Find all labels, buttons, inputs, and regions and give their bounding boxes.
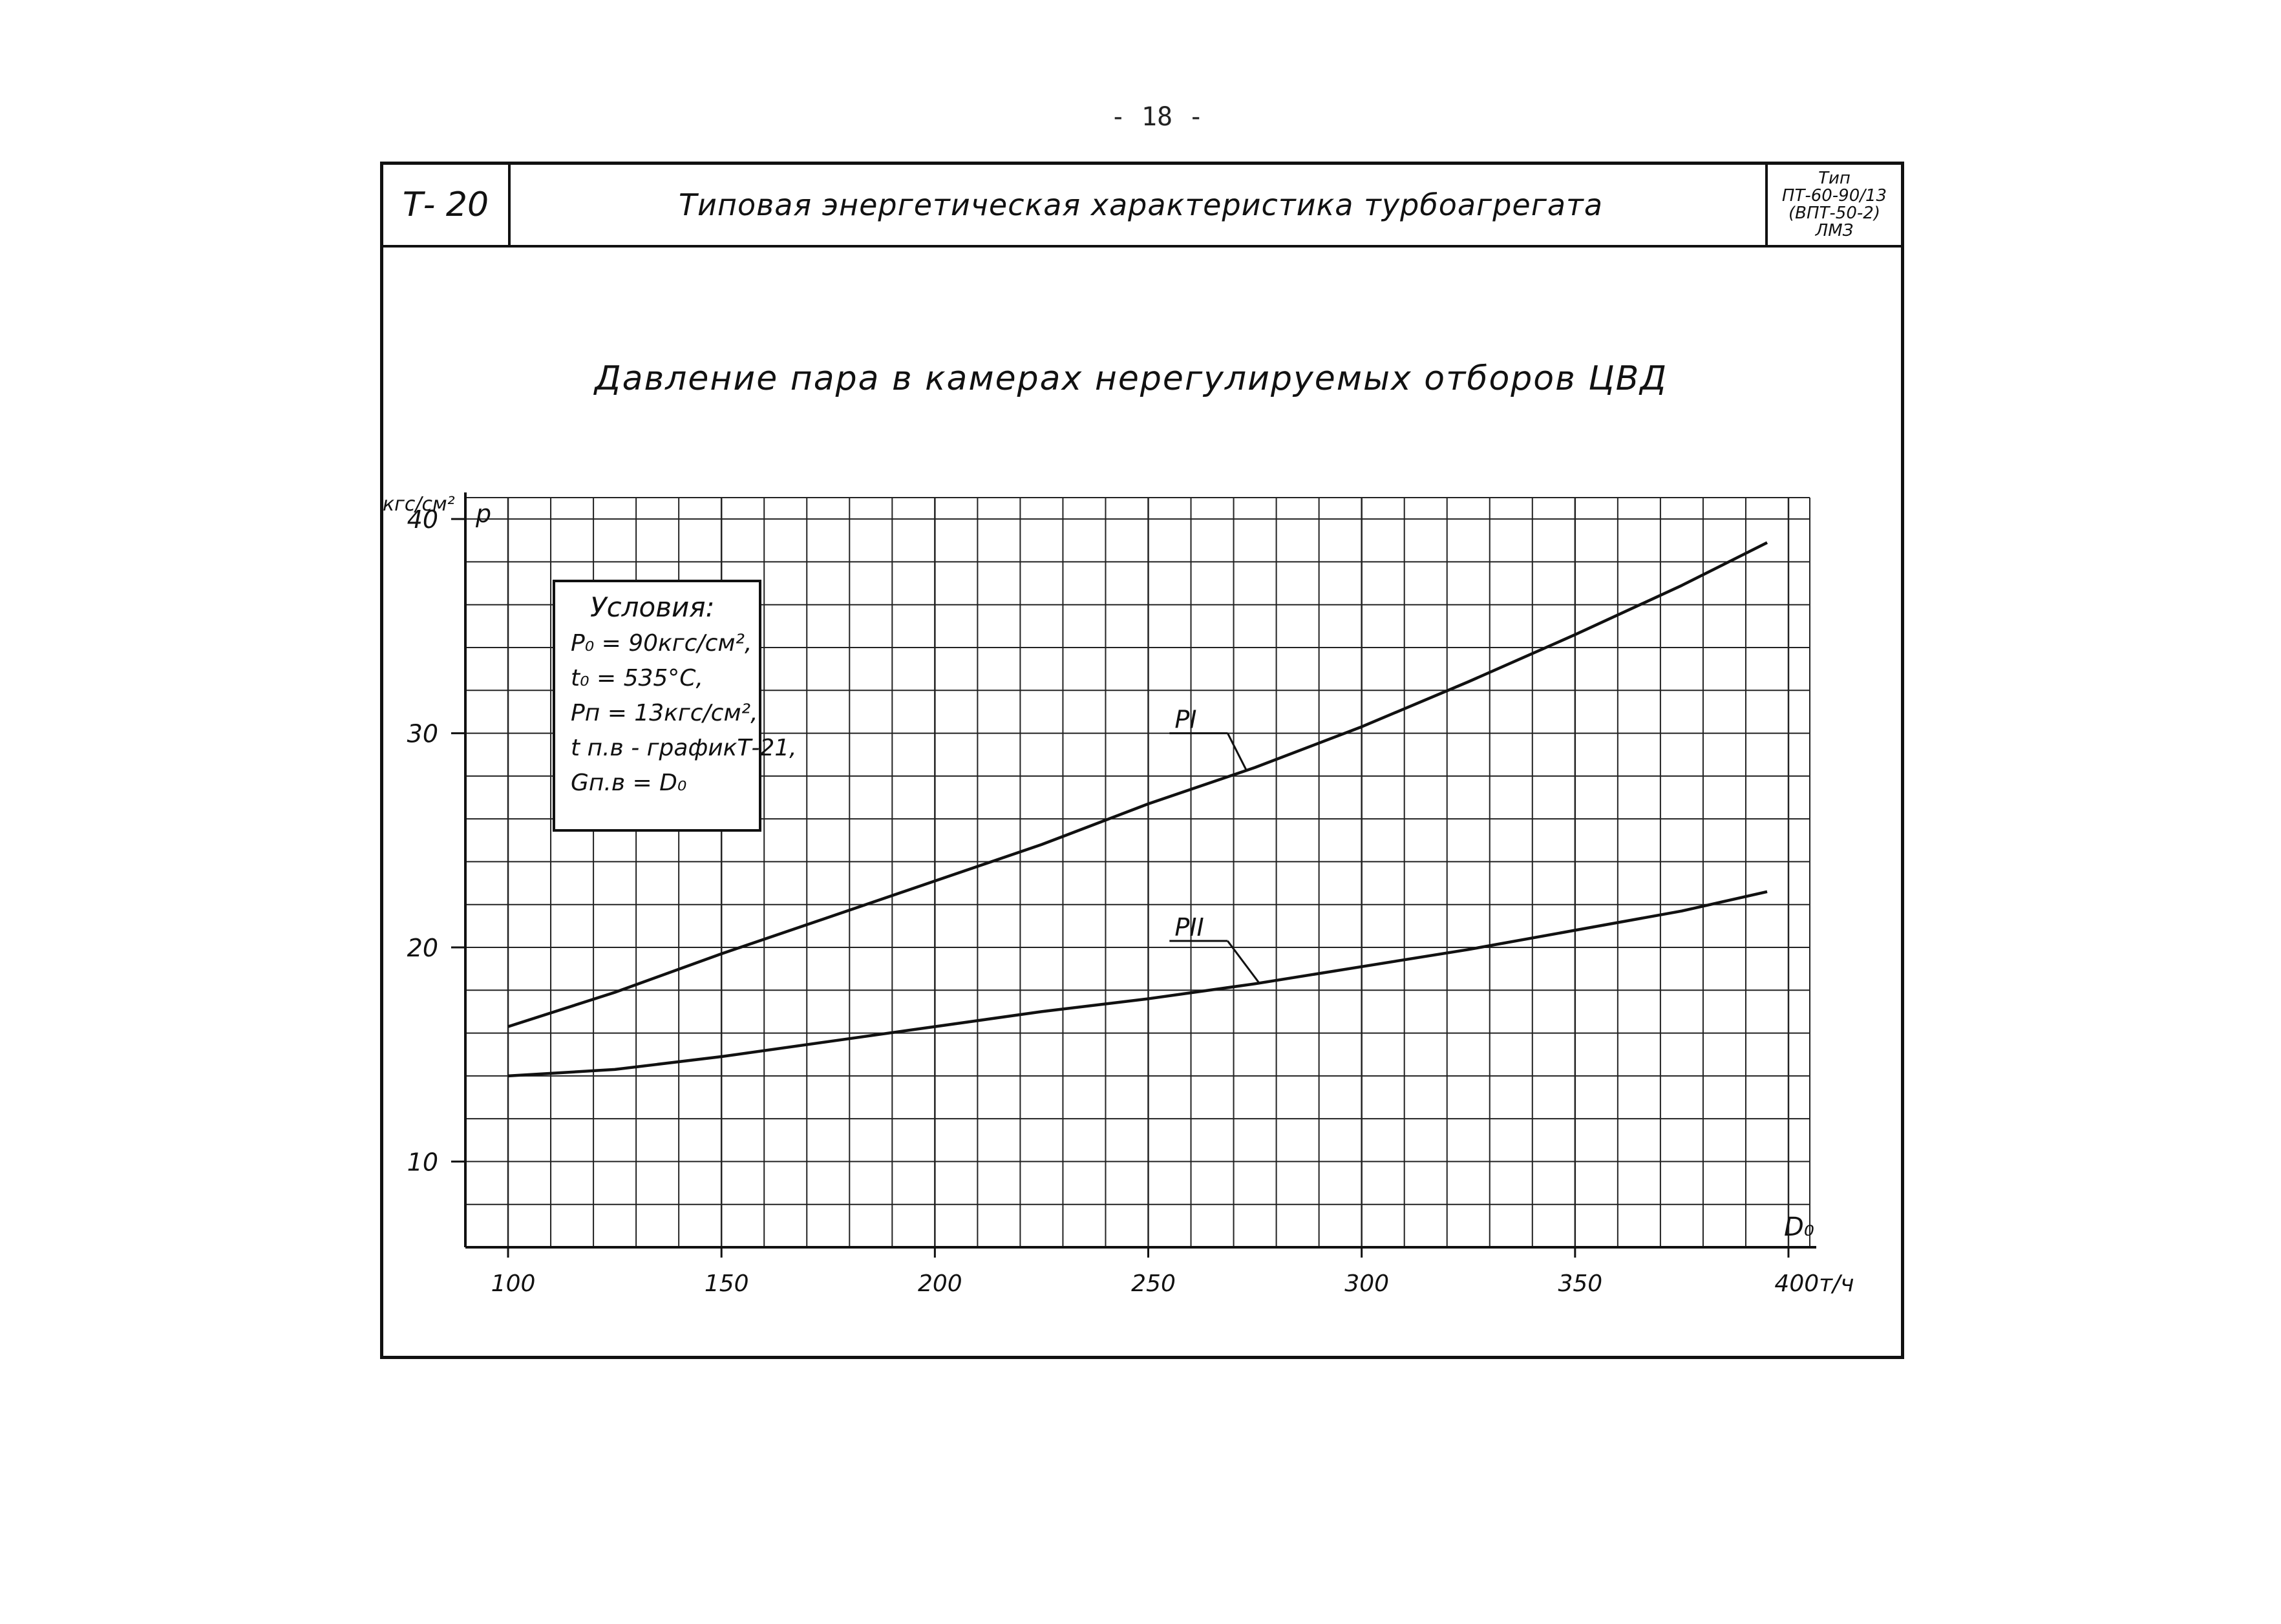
y-tick-label: 10 [407,1148,438,1176]
x-tick-label: 150 [705,1271,749,1297]
y-tick-label: 40 [407,505,438,534]
chart-labels: 10 20 30 40 100 150 200 250 300 350 400т/ч р кгс/см²… [383,493,1854,1297]
x-tick-label: 100 [491,1271,536,1297]
conditions-title: Условия: [590,591,715,623]
type-line: ПТ-60-90/13 [1781,186,1887,206]
condition-line: P₀ = 90кгс/см², [571,630,752,657]
condition-line: t п.в - графикТ-21, [571,735,797,761]
x-tick-label: 250 [1131,1271,1176,1297]
chart-series [507,541,1768,1078]
condition-line: Gп.в = D₀ [571,770,687,796]
x-tick-label: 200 [918,1271,962,1297]
x-tick-label: 350 [1558,1271,1602,1297]
condition-line: Pп = 13кгс/см², [571,700,758,726]
conditions-box: Условия: P₀ = 90кгс/см², t₀ = 535°С, Pп … [553,580,797,832]
chart-axes [451,492,1816,1258]
leader-line [1226,732,1247,771]
title-block: Т- 20 Типовая энергетическая характерист… [383,165,1901,248]
drawing-sheet: Т- 20 Типовая энергетическая характерист… [380,162,1904,1359]
leader-line [1227,940,1260,984]
x-tick-label: 400т/ч [1774,1271,1854,1297]
condition-line: t₀ = 535°С, [571,665,703,691]
page-number: - 18 - [1110,102,1204,132]
y-tick-label: 30 [407,720,438,748]
sheet-title: Типовая энергетическая характеристика ту… [678,187,1604,222]
type-line: Тип [1818,169,1851,188]
series-label: PII [1174,913,1204,942]
chart-grid [465,497,1810,1247]
turbine-type-block: Тип ПТ-60-90/13 (ВПТ-50-2) ЛМЗ [1765,165,1901,245]
type-line: (ВПТ-50-2) [1788,204,1880,223]
series-line-pii [507,890,1768,1078]
sheet-code: Т- 20 [383,165,511,245]
y-axis-unit: кгс/см² [383,493,455,516]
y-axis-label: р [475,500,491,528]
series-line-pi [507,541,1768,1028]
y-tick-label: 20 [407,934,438,962]
type-line: ЛМЗ [1815,221,1854,240]
chart-title: Давление пара в камерах нерегулируемых о… [595,359,1668,398]
series-label: PI [1174,706,1196,734]
x-axis-label: D₀ [1784,1212,1814,1242]
x-tick-label: 300 [1344,1271,1389,1297]
